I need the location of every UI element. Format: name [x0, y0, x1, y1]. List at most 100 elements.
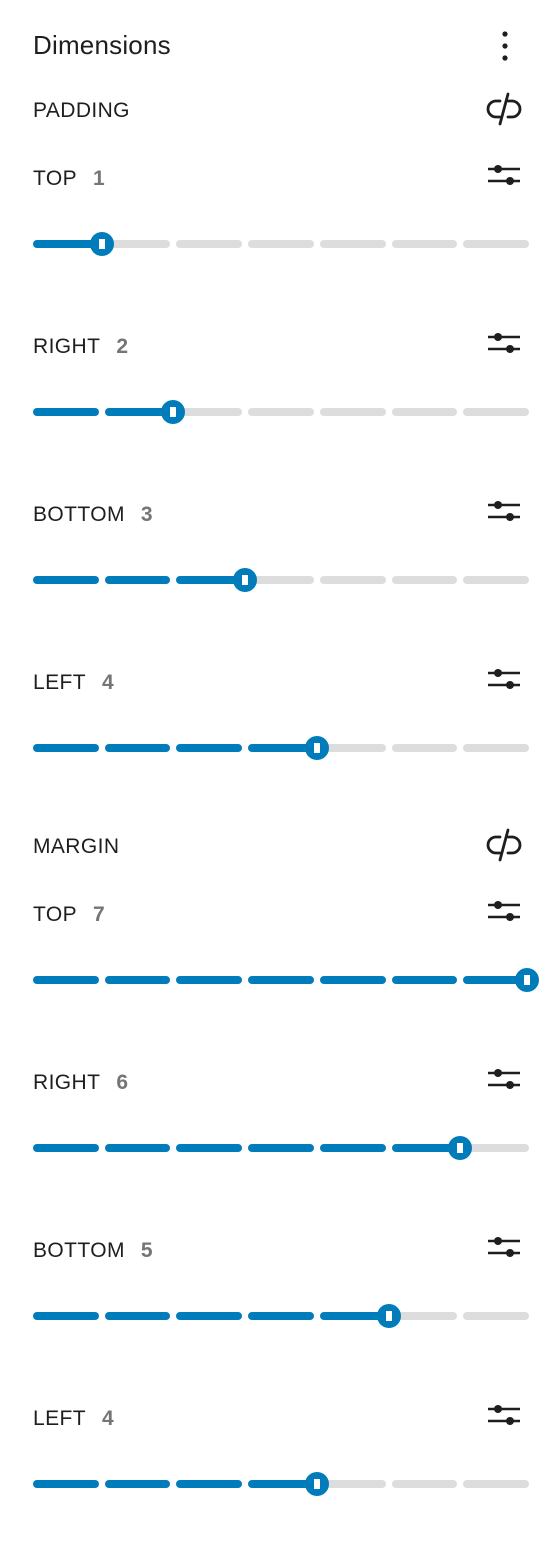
custom-value-button[interactable]: [484, 1227, 524, 1267]
slider-segment: [176, 1480, 243, 1488]
padding-top-slider[interactable]: [33, 229, 529, 259]
padding-bottom-slider[interactable]: [33, 565, 529, 595]
custom-value-button[interactable]: [484, 323, 524, 363]
slider-segment: [391, 576, 458, 584]
slider-segment: [176, 408, 243, 416]
slider-segment: [176, 1312, 243, 1320]
side-label: BOTTOM 5: [33, 1239, 153, 1263]
padding-right-slider[interactable]: [33, 397, 529, 427]
slider-segment: [319, 1312, 386, 1320]
margin-right-control: RIGHT 6: [0, 1069, 556, 1201]
padding-section-label: PADDING: [33, 99, 130, 122]
slider-thumb[interactable]: [304, 1472, 329, 1496]
sliders-icon: [488, 165, 520, 185]
panel-title: Dimensions: [33, 30, 171, 60]
slider-segment: [319, 240, 386, 248]
slider-segment: [463, 744, 529, 752]
sliders-icon: [488, 1069, 520, 1089]
margin-top-slider[interactable]: [33, 965, 539, 995]
slider-segment: [463, 576, 529, 584]
padding-left-control: LEFT 4: [0, 669, 556, 801]
slider-segment: [104, 1312, 171, 1320]
slider-segment: [104, 744, 171, 752]
margin-left-slider[interactable]: [33, 1469, 529, 1499]
slider-segment: [319, 1480, 386, 1488]
slider-segment: [248, 976, 314, 984]
slider-segment: [391, 240, 458, 248]
sliders-icon: [488, 1405, 520, 1425]
slider-segment: [319, 1144, 386, 1152]
side-value: 4: [101, 671, 115, 694]
side-name: BOTTOM: [33, 1239, 125, 1262]
slider-segment: [463, 240, 529, 248]
margin-bottom-control: BOTTOM 5: [0, 1237, 556, 1369]
slider-segment: [463, 1480, 529, 1488]
slider-segment: [248, 576, 314, 584]
side-label: RIGHT 6: [33, 1071, 128, 1095]
side-value: 7: [93, 903, 106, 926]
sliders-icon: [488, 333, 520, 353]
custom-value-button[interactable]: [484, 1059, 524, 1099]
sliders-icon: [488, 669, 520, 689]
side-name: BOTTOM: [33, 503, 125, 526]
unlink-icon: [486, 828, 522, 862]
slider-segment: [176, 240, 243, 248]
side-value: 3: [140, 503, 153, 526]
side-name: RIGHT: [33, 1071, 101, 1094]
side-name: RIGHT: [33, 335, 101, 358]
side-label: LEFT 4: [33, 671, 114, 695]
more-vertical-icon: [502, 31, 508, 61]
options-menu-button[interactable]: [490, 28, 520, 64]
margin-unlink-button[interactable]: [484, 825, 524, 865]
slider-segment: [391, 1480, 458, 1488]
slider-segment: [176, 976, 243, 984]
slider-segment: [319, 408, 386, 416]
margin-bottom-slider[interactable]: [33, 1301, 529, 1331]
margin-top-control: TOP 7: [0, 901, 556, 1033]
padding-unlink-button[interactable]: [484, 89, 524, 129]
slider-segment: [104, 1144, 171, 1152]
margin-right-slider[interactable]: [33, 1133, 529, 1163]
custom-value-button[interactable]: [484, 659, 524, 699]
slider-thumb[interactable]: [89, 232, 114, 256]
slider-thumb[interactable]: [448, 1136, 473, 1160]
custom-value-button[interactable]: [484, 491, 524, 531]
slider-thumb[interactable]: [515, 968, 539, 992]
slider-segment: [391, 1144, 458, 1152]
slider-segment: [391, 976, 458, 984]
slider-segment: [391, 408, 458, 416]
slider-segment: [104, 976, 171, 984]
slider-thumb[interactable]: [233, 568, 258, 592]
slider-thumb[interactable]: [376, 1304, 401, 1328]
slider-thumb[interactable]: [161, 400, 186, 424]
slider-segment: [176, 744, 243, 752]
custom-value-button[interactable]: [484, 155, 524, 195]
slider-segment: [33, 744, 99, 752]
custom-value-button[interactable]: [484, 891, 524, 931]
slider-segment: [319, 576, 386, 584]
unlink-icon: [486, 92, 522, 126]
slider-segment: [463, 408, 529, 416]
padding-bottom-control: BOTTOM 3: [0, 501, 556, 633]
padding-left-slider[interactable]: [33, 733, 529, 763]
slider-segment: [391, 1312, 458, 1320]
side-value: 2: [116, 335, 129, 358]
slider-segment: [33, 240, 99, 248]
side-name: TOP: [33, 167, 77, 190]
slider-segment: [104, 1480, 171, 1488]
slider-segment: [248, 1144, 314, 1152]
custom-value-button[interactable]: [484, 1395, 524, 1435]
slider-thumb[interactable]: [304, 736, 329, 760]
side-value: 4: [101, 1407, 115, 1430]
padding-top-control: TOP 1: [0, 165, 556, 297]
slider-segment: [176, 576, 243, 584]
slider-segment: [33, 1312, 99, 1320]
side-name: LEFT: [33, 1407, 86, 1430]
side-label: TOP 7: [33, 903, 105, 927]
slider-segment: [104, 240, 171, 248]
padding-right-control: RIGHT 2: [0, 333, 556, 465]
side-label: BOTTOM 3: [33, 503, 153, 527]
slider-segment: [248, 408, 314, 416]
slider-segment: [319, 976, 386, 984]
